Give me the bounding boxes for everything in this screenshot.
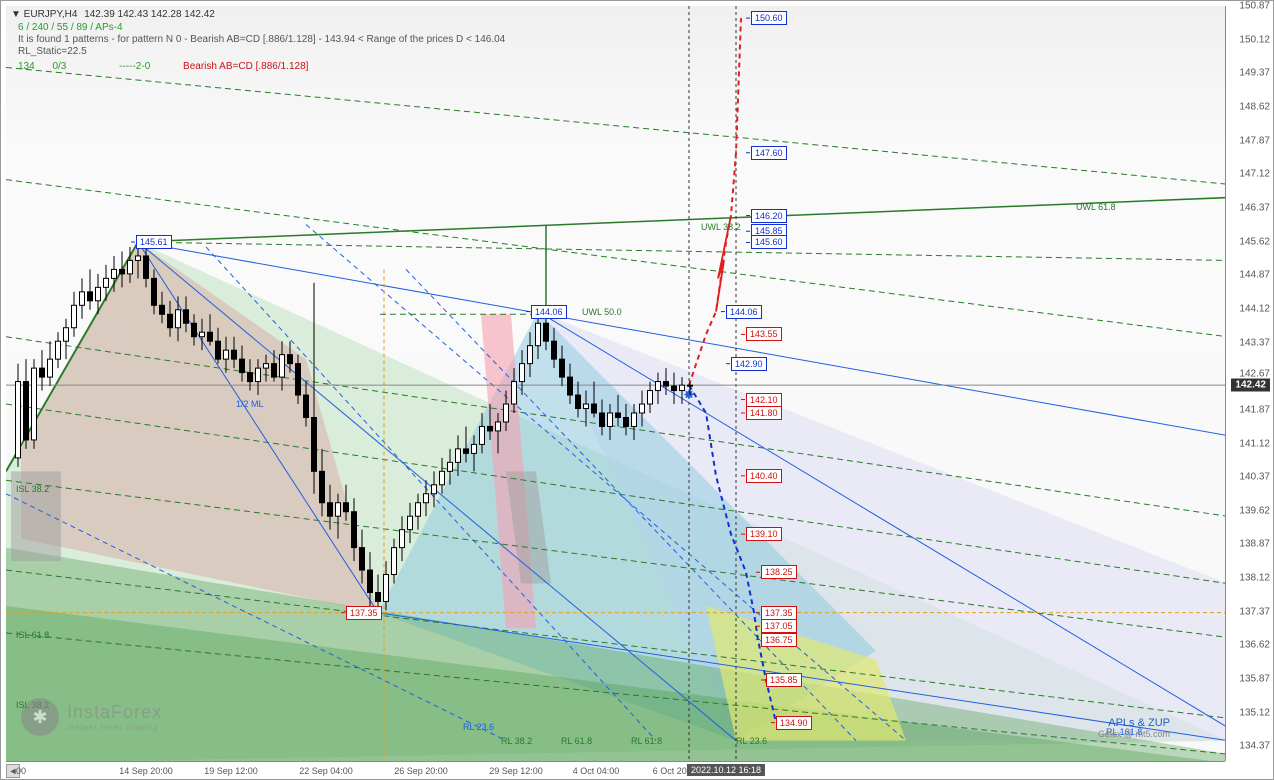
price-label: 145.60 bbox=[751, 235, 787, 249]
line-label: RL 23.6 bbox=[736, 736, 767, 746]
pattern-text: Bearish AB=CD [.886/1.128] bbox=[183, 61, 308, 72]
x-tick: 00 bbox=[16, 766, 26, 776]
branding-line1: APLs & ZUP bbox=[1098, 717, 1170, 729]
y-axis: 150.87150.12149.37148.62147.87147.12146.… bbox=[1225, 6, 1273, 761]
y-tick: 138.12 bbox=[1239, 573, 1270, 584]
watermark: ✱ InstaForex instant forex trading bbox=[21, 698, 162, 736]
y-tick: 139.62 bbox=[1239, 505, 1270, 516]
line-label: ISL 61.8 bbox=[16, 630, 49, 640]
price-label: 141.80 bbox=[746, 406, 782, 420]
price-label: 136.75 bbox=[761, 633, 797, 647]
y-tick: 143.37 bbox=[1239, 337, 1270, 348]
y-tick: 135.12 bbox=[1239, 707, 1270, 718]
y-tick: 145.62 bbox=[1239, 236, 1270, 247]
line-label: UWL 61.8 bbox=[1076, 202, 1116, 212]
line-label: RL 61.8 bbox=[561, 736, 592, 746]
chart-frame: ✸ ▼ EURJPY,H4 142.39 142.43 142.28 142.4… bbox=[0, 0, 1274, 780]
current-price-marker: 142.42 bbox=[1231, 379, 1270, 392]
y-tick: 138.87 bbox=[1239, 539, 1270, 550]
y-tick: 146.37 bbox=[1239, 202, 1270, 213]
ind-134: 134 bbox=[18, 61, 35, 72]
chart-plot-area[interactable]: ✸ ▼ EURJPY,H4 142.39 142.43 142.28 142.4… bbox=[6, 6, 1225, 761]
ind-dashes: -----2-0 bbox=[119, 61, 150, 72]
y-tick: 144.12 bbox=[1239, 303, 1270, 314]
watermark-text: InstaForex instant forex trading bbox=[67, 702, 162, 732]
y-tick: 150.87 bbox=[1239, 1, 1270, 12]
price-label: 140.40 bbox=[746, 469, 782, 483]
chart-svg: ✸ bbox=[6, 6, 1225, 761]
price-label: 139.10 bbox=[746, 527, 782, 541]
x-tick: 14 Sep 20:00 bbox=[119, 766, 173, 776]
price-label: 142.10 bbox=[746, 393, 782, 407]
x-tick: 29 Sep 12:00 bbox=[489, 766, 543, 776]
y-tick: 148.62 bbox=[1239, 101, 1270, 112]
price-label: 146.20 bbox=[751, 209, 787, 223]
ohlc: 142.39 142.43 142.28 142.42 bbox=[84, 9, 215, 20]
y-tick: 140.37 bbox=[1239, 472, 1270, 483]
line-label: 1/2 ML bbox=[236, 399, 264, 409]
line-label: UWL 50.0 bbox=[582, 307, 622, 317]
y-tick: 135.87 bbox=[1239, 674, 1270, 685]
price-label: 144.06 bbox=[531, 305, 567, 319]
x-axis: ◄ 0014 Sep 20:0019 Sep 12:0022 Sep 04:00… bbox=[6, 761, 1225, 779]
chart-title: ▼ EURJPY,H4 142.39 142.43 142.28 142.42 bbox=[11, 9, 215, 20]
line-label: RL 38.2 bbox=[501, 736, 532, 746]
ind-ratio: 0/3 bbox=[52, 61, 66, 72]
price-label: 137.35 bbox=[761, 606, 797, 620]
x-tick: 19 Sep 12:00 bbox=[204, 766, 258, 776]
info-line-3: RL_Static=22.5 bbox=[18, 46, 87, 57]
y-tick: 147.12 bbox=[1239, 169, 1270, 180]
price-label: 138.25 bbox=[761, 565, 797, 579]
price-label: 137.35 bbox=[346, 606, 382, 620]
y-tick: 144.87 bbox=[1239, 270, 1270, 281]
y-tick: 136.62 bbox=[1239, 640, 1270, 651]
y-tick: 150.12 bbox=[1239, 34, 1270, 45]
y-tick: 134.37 bbox=[1239, 741, 1270, 752]
y-tick: 149.37 bbox=[1239, 68, 1270, 79]
price-label: 147.60 bbox=[751, 146, 787, 160]
price-label: 144.06 bbox=[726, 305, 762, 319]
watermark-sub: instant forex trading bbox=[67, 723, 162, 732]
x-tick: 4 Oct 04:00 bbox=[573, 766, 620, 776]
y-tick: 147.87 bbox=[1239, 135, 1270, 146]
price-label: 143.55 bbox=[746, 327, 782, 341]
price-label: 137.05 bbox=[761, 619, 797, 633]
x-tick: 22 Sep 04:00 bbox=[299, 766, 353, 776]
price-label: 150.60 bbox=[751, 11, 787, 25]
price-label: 134.90 bbox=[776, 716, 812, 730]
symbol-tf: ▼ EURJPY,H4 bbox=[11, 9, 77, 20]
info-line-1: 6 / 240 / 55 / 89 / APs-4 bbox=[18, 22, 123, 33]
price-label: 145.61 bbox=[136, 235, 172, 249]
info-line-2: It is found 1 patterns - for pattern N 0… bbox=[18, 34, 505, 45]
watermark-main: InstaForex bbox=[67, 702, 162, 723]
price-label: 142.90 bbox=[731, 357, 767, 371]
branding: APLs & ZUP Gelox @ mt5.com bbox=[1098, 717, 1170, 739]
y-tick: 137.37 bbox=[1239, 606, 1270, 617]
line-label: RL 61.8 bbox=[631, 736, 662, 746]
line-label: ISL 38.2 bbox=[16, 484, 49, 494]
x-tick: 26 Sep 20:00 bbox=[394, 766, 448, 776]
globe-icon: ✱ bbox=[21, 698, 59, 736]
branding-line2: Gelox @ mt5.com bbox=[1098, 729, 1170, 739]
line-label: RL 23.6 bbox=[463, 722, 494, 732]
y-tick: 141.87 bbox=[1239, 404, 1270, 415]
line-label: UWL 38.2 bbox=[701, 222, 741, 232]
price-label: 135.85 bbox=[766, 673, 802, 687]
y-tick: 141.12 bbox=[1239, 438, 1270, 449]
x-current-marker: 2022.10.12 16:18 bbox=[687, 764, 765, 776]
indicator-row: 134 0/3 -----2-0 Bearish AB=CD [.886/1.1… bbox=[18, 61, 308, 72]
